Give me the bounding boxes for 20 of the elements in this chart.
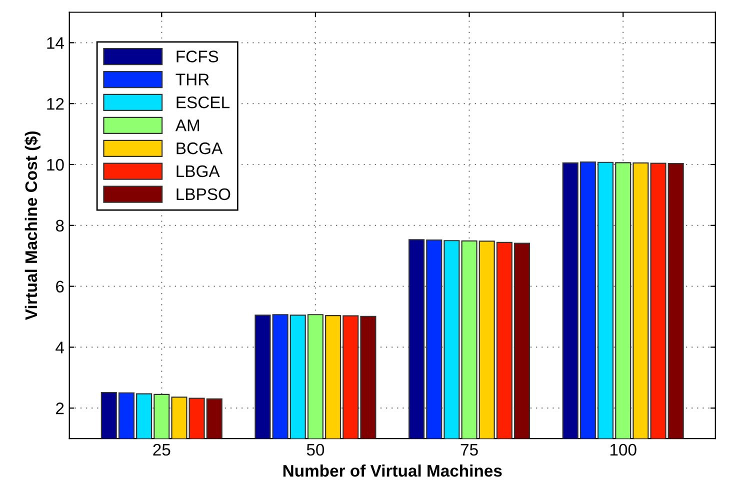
x-tick-label: 75	[460, 444, 478, 456]
legend-label: BCGA	[176, 142, 223, 154]
legend-label: FCFS	[176, 50, 218, 62]
y-tick-label: 4	[56, 342, 64, 354]
y-tick-label: 2	[56, 402, 64, 414]
legend-label: THR	[176, 74, 209, 86]
legend-label: ESCEL	[176, 96, 230, 108]
y-tick-label: 12	[47, 98, 64, 110]
x-tick-label: 100	[610, 444, 636, 456]
y-tick-label: 10	[47, 158, 64, 171]
y-tick-label: 14	[47, 37, 64, 49]
y-tick-label: 8	[56, 220, 64, 232]
legend-label: AM	[175, 120, 200, 132]
x-tick-label: 25	[153, 444, 170, 456]
x-tick-label: 50	[306, 444, 324, 456]
legend-label: LBPSO	[176, 188, 230, 200]
y-tick-label: 6	[56, 280, 64, 293]
legend-label: LBGA	[176, 165, 220, 178]
x-axis-title: Number of Virtual Machines	[283, 464, 502, 477]
y-axis-title: Virtual Machine Cost ($)	[24, 131, 40, 320]
